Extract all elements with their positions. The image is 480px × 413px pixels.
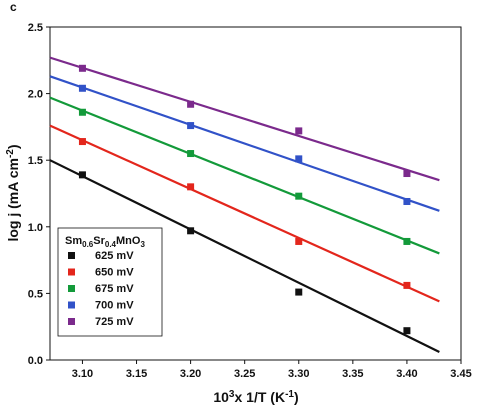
legend-entry: 725 mV <box>95 316 134 328</box>
y-tick-label: 0.5 <box>28 288 43 300</box>
x-tick-label: 3.40 <box>396 368 417 380</box>
fit-line <box>49 124 440 303</box>
x-tick-label: 3.15 <box>126 368 147 380</box>
data-point <box>403 197 411 205</box>
x-tick-label: 3.35 <box>342 368 363 380</box>
data-point <box>187 150 195 158</box>
fit-line <box>49 159 440 353</box>
data-point <box>78 108 86 116</box>
y-axis-label: log j (mA cm-2) <box>5 144 21 241</box>
y-tick-label: 1.0 <box>28 222 43 234</box>
panel-label: c <box>10 0 17 14</box>
data-point <box>187 100 195 108</box>
data-point <box>78 84 86 92</box>
data-point <box>78 138 86 146</box>
data-point <box>403 327 411 335</box>
legend-swatch <box>68 301 75 309</box>
data-point <box>403 170 411 178</box>
legend-swatch <box>68 285 75 292</box>
legend-entry: 625 mV <box>95 250 134 262</box>
data-point <box>295 192 303 200</box>
y-tick-label: 2.0 <box>28 89 43 101</box>
fit-lines <box>49 56 440 353</box>
fit-line <box>49 56 440 182</box>
x-tick-label: 3.20 <box>180 368 201 380</box>
data-point <box>295 155 303 163</box>
legend-entry: 675 mV <box>95 283 134 295</box>
legend-box <box>57 227 163 337</box>
x-axis-label: 103x 1/T (K-1) <box>213 389 298 405</box>
y-tick-label: 1.5 <box>28 155 43 167</box>
y-tick-label: 2.5 <box>28 22 43 34</box>
data-point <box>187 183 195 191</box>
fit-line <box>49 96 440 255</box>
x-tick-label: 3.10 <box>72 368 93 380</box>
data-point <box>403 237 411 245</box>
data-point <box>187 122 195 130</box>
data-point <box>403 281 411 289</box>
data-point <box>295 127 303 135</box>
data-point <box>78 64 86 72</box>
data-point <box>295 237 303 245</box>
data-point <box>187 227 195 235</box>
legend-entry: 700 mV <box>95 300 134 312</box>
fit-line <box>49 75 440 212</box>
x-tick-label: 3.25 <box>234 368 255 380</box>
x-tick-label: 3.30 <box>288 368 309 380</box>
data-point <box>78 171 86 179</box>
legend: Sm0.6​Sr0.4​MnO3​ 625 mV 650 mV 675 mV 700 … <box>57 227 163 337</box>
legend-swatch <box>68 252 75 259</box>
plot-frame <box>49 26 462 361</box>
legend-title: Sm0.6​Sr0.4​MnO3​ <box>65 235 145 249</box>
data-points <box>78 64 411 335</box>
axis-ticks: 3.10 3.15 3.20 3.25 3.30 3.35 3.40 3.45 0.0 0.5 1.… <box>28 22 472 380</box>
legend-entry: 650 mV <box>95 267 134 279</box>
data-point <box>295 288 303 296</box>
x-tick-label: 3.45 <box>450 368 471 380</box>
y-tick-label: 0.0 <box>28 355 43 367</box>
legend-swatch <box>68 318 75 325</box>
legend-swatch <box>68 268 75 276</box>
